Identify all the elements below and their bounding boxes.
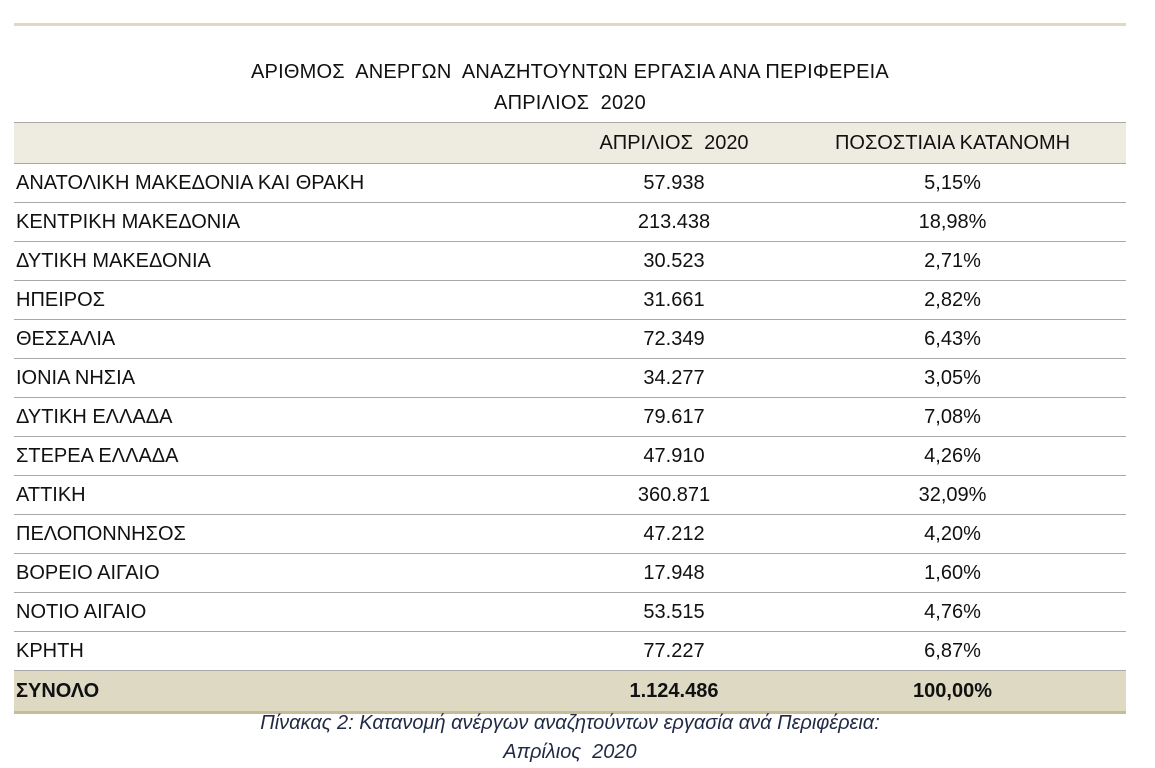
count-cell: 57.938 <box>569 163 779 203</box>
top-rule <box>14 23 1126 26</box>
count-cell: 30.523 <box>569 241 779 281</box>
table-row: ΣΤΕΡΕΑ ΕΛΛΑΔΑ 47.910 4,26% <box>14 436 1126 476</box>
region-cell: ΝΟΤΙΟ ΑΙΓΑΙΟ <box>14 592 569 632</box>
region-cell: ΗΠΕΙΡΟΣ <box>14 280 569 320</box>
share-cell: 2,82% <box>779 280 1126 320</box>
count-cell: 213.438 <box>569 202 779 242</box>
table-row: ΑΝΑΤΟΛΙΚΗ ΜΑΚΕΔΟΝΙΑ ΚΑΙ ΘΡΑΚΗ 57.938 5,15% <box>14 163 1126 203</box>
share-cell: 4,20% <box>779 514 1126 554</box>
table-title: ΑΡΙΘΜΟΣ ΑΝΕΡΓΩΝ ΑΝΑΖΗΤΟΥΝΤΩΝ ΕΡΓΑΣΙΑ ΑΝΑ… <box>251 61 889 83</box>
caption: Πίνακας 2: Κατανομή ανέργων αναζητούντων… <box>260 712 880 734</box>
share-cell: 7,08% <box>779 397 1126 437</box>
count-cell: 79.617 <box>569 397 779 437</box>
region-cell: ΘΕΣΣΑΛΙΑ <box>14 319 569 359</box>
region-cell: ΚΕΝΤΡΙΚΗ ΜΑΚΕΔΟΝΙΑ <box>14 202 569 242</box>
unemployment-table: ΑΠΡΙΛΙΟΣ 2020 ΠΟΣΟΣΤΙΑΙΑ ΚΑΤΑΝΟΜΗ ΑΝΑΤΟΛ… <box>14 122 1126 714</box>
count-cell: 53.515 <box>569 592 779 632</box>
count-cell: 31.661 <box>569 280 779 320</box>
total-row: ΣΥΝΟΛΟ 1.124.486 100,00% <box>14 670 1126 714</box>
table-body: ΑΝΑΤΟΛΙΚΗ ΜΑΚΕΔΟΝΙΑ ΚΑΙ ΘΡΑΚΗ 57.938 5,15%… <box>14 163 1126 671</box>
region-cell: ΠΕΛΟΠΟΝΝΗΣΟΣ <box>14 514 569 554</box>
header-row: ΑΠΡΙΛΙΟΣ 2020 ΠΟΣΟΣΤΙΑΙΑ ΚΑΤΑΝΟΜΗ <box>14 122 1126 164</box>
table-row: ΚΡΗΤΗ 77.227 6,87% <box>14 631 1126 671</box>
table-row: ΒΟΡΕΙΟ ΑΙΓΑΙΟ 17.948 1,60% <box>14 553 1126 593</box>
table-row: ΔΥΤΙΚΗ ΕΛΛΑΔΑ 79.617 7,08% <box>14 397 1126 437</box>
header-region <box>14 122 569 164</box>
region-cell: ΒΟΡΕΙΟ ΑΙΓΑΙΟ <box>14 553 569 593</box>
count-cell: 47.212 <box>569 514 779 554</box>
region-cell: ΔΥΤΙΚΗ ΜΑΚΕΔΟΝΙΑ <box>14 241 569 281</box>
table-row: ΚΕΝΤΡΙΚΗ ΜΑΚΕΔΟΝΙΑ 213.438 18,98% <box>14 202 1126 242</box>
table-row: ΝΟΤΙΟ ΑΙΓΑΙΟ 53.515 4,76% <box>14 592 1126 632</box>
share-cell: 3,05% <box>779 358 1126 398</box>
total-share: 100,00% <box>779 670 1126 714</box>
region-cell: ΑΤΤΙΚΗ <box>14 475 569 515</box>
share-cell: 1,60% <box>779 553 1126 593</box>
share-cell: 5,15% <box>779 163 1126 203</box>
share-cell: 2,71% <box>779 241 1126 281</box>
region-cell: ΣΤΕΡΕΑ ΕΛΛΑΔΑ <box>14 436 569 476</box>
count-cell: 72.349 <box>569 319 779 359</box>
count-cell: 34.277 <box>569 358 779 398</box>
header-april-2020: ΑΠΡΙΛΙΟΣ 2020 <box>569 122 779 164</box>
table-row: ΔΥΤΙΚΗ ΜΑΚΕΔΟΝΙΑ 30.523 2,71% <box>14 241 1126 281</box>
total-label: ΣΥΝΟΛΟ <box>14 670 569 714</box>
caption-date: Απρίλιος 2020 <box>503 741 637 763</box>
count-cell: 360.871 <box>569 475 779 515</box>
region-cell: ΚΡΗΤΗ <box>14 631 569 671</box>
table-row: ΑΤΤΙΚΗ 360.871 32,09% <box>14 475 1126 515</box>
count-cell: 47.910 <box>569 436 779 476</box>
table-row: ΗΠΕΙΡΟΣ 31.661 2,82% <box>14 280 1126 320</box>
share-cell: 6,43% <box>779 319 1126 359</box>
total-count: 1.124.486 <box>569 670 779 714</box>
header-percentage: ΠΟΣΟΣΤΙΑΙΑ ΚΑΤΑΝΟΜΗ <box>779 122 1126 164</box>
table-row: ΙΟΝΙΑ ΝΗΣΙΑ 34.277 3,05% <box>14 358 1126 398</box>
share-cell: 32,09% <box>779 475 1126 515</box>
region-cell: ΙΟΝΙΑ ΝΗΣΙΑ <box>14 358 569 398</box>
region-cell: ΑΝΑΤΟΛΙΚΗ ΜΑΚΕΔΟΝΙΑ ΚΑΙ ΘΡΑΚΗ <box>14 163 569 203</box>
share-cell: 4,26% <box>779 436 1126 476</box>
share-cell: 6,87% <box>779 631 1126 671</box>
region-cell: ΔΥΤΙΚΗ ΕΛΛΑΔΑ <box>14 397 569 437</box>
table-row: ΠΕΛΟΠΟΝΝΗΣΟΣ 47.212 4,20% <box>14 514 1126 554</box>
share-cell: 18,98% <box>779 202 1126 242</box>
share-cell: 4,76% <box>779 592 1126 632</box>
count-cell: 77.227 <box>569 631 779 671</box>
table-subtitle: ΑΠΡΙΛΙΟΣ 2020 <box>494 92 646 114</box>
count-cell: 17.948 <box>569 553 779 593</box>
table-row: ΘΕΣΣΑΛΙΑ 72.349 6,43% <box>14 319 1126 359</box>
